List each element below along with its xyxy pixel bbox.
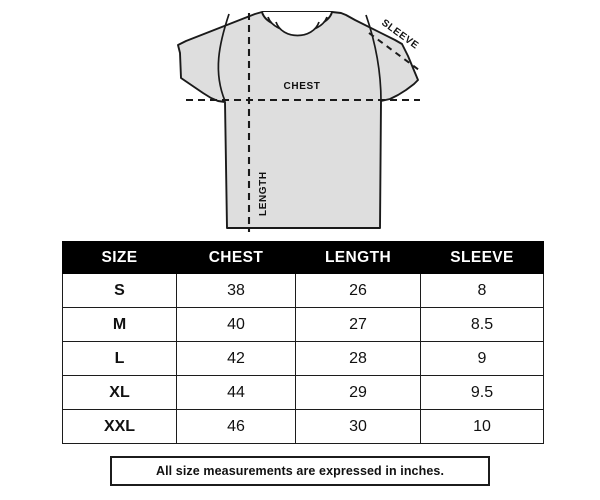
cell-size: M [62,307,177,342]
t-shirt-body-shape [177,11,419,229]
length-label: LENGTH [258,171,269,216]
cell-size: S [62,273,177,308]
neck-opening [275,21,320,37]
cell-sleeve: 9.5 [420,375,544,410]
table-row: M 40 27 8.5 [62,307,544,342]
table-body: S 38 26 8 M 40 27 8.5 L 42 28 9 XL 44 29… [62,273,544,444]
column-header-length: LENGTH [295,241,421,274]
t-shirt-illustration: CHEST LENGTH SLEEVE [0,0,600,236]
cell-sleeve: 9 [420,341,544,376]
left-armhole-seam [217,13,230,102]
measurement-unit-note-text: All size measurements are expressed in i… [155,464,445,478]
cell-length: 27 [295,307,421,342]
cell-sleeve: 8 [420,273,544,308]
t-shirt-diagram-svg: CHEST LENGTH SLEEVE [177,11,421,232]
cell-size: XL [62,375,177,410]
measurement-unit-note: All size measurements are expressed in i… [110,456,490,486]
chest-label: CHEST [284,81,321,92]
cell-length: 26 [295,273,421,308]
cell-chest: 42 [176,341,296,376]
cell-sleeve: 8.5 [420,307,544,342]
table-row: XL 44 29 9.5 [62,375,544,410]
column-header-chest: CHEST [176,241,296,274]
cell-size: XXL [62,409,177,444]
cell-length: 30 [295,409,421,444]
size-chart-table: SIZE CHEST LENGTH SLEEVE S 38 26 8 M 40 … [62,241,544,444]
table-header: SIZE CHEST LENGTH SLEEVE [62,241,544,274]
cell-sleeve: 10 [420,409,544,444]
table-row: XXL 46 30 10 [62,409,544,444]
right-armhole-seam [365,14,382,102]
cell-chest: 46 [176,409,296,444]
table-row: S 38 26 8 [62,273,544,308]
cell-chest: 44 [176,375,296,410]
cell-chest: 40 [176,307,296,342]
column-header-sleeve: SLEEVE [420,241,544,274]
cell-length: 28 [295,341,421,376]
cell-size: L [62,341,177,376]
cell-chest: 38 [176,273,296,308]
cell-length: 29 [295,375,421,410]
table-row: L 42 28 9 [62,341,544,376]
column-header-size: SIZE [62,241,177,274]
table-header-row: SIZE CHEST LENGTH SLEEVE [62,241,544,274]
